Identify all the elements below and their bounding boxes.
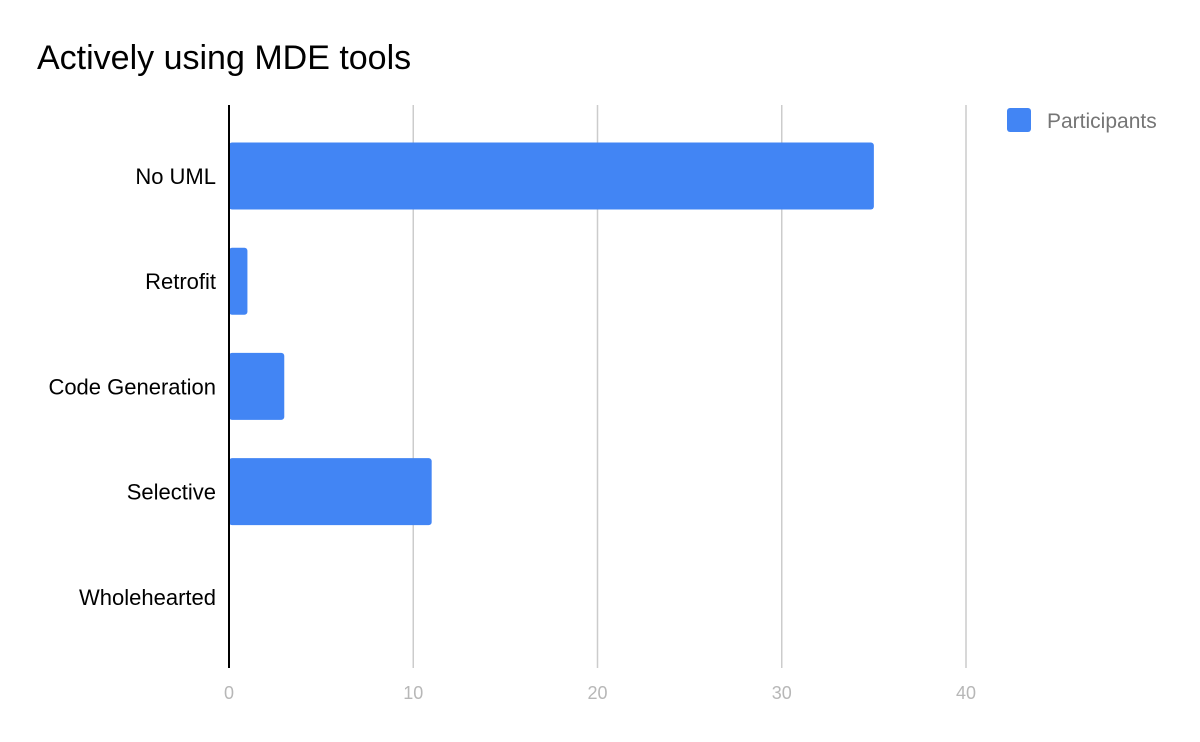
category-labels: No UML Retrofit Code Generation Selective Wh… (48, 164, 216, 610)
bars (229, 142, 874, 526)
x-tick-label: 40 (956, 683, 976, 703)
bar (229, 352, 285, 420)
legend-swatch (1007, 108, 1031, 132)
bar (229, 142, 874, 210)
legend: Participants (1007, 108, 1157, 133)
chart-title: Actively using MDE tools (37, 39, 412, 77)
x-tick-label: 10 (403, 683, 423, 703)
x-tick-label: 20 (587, 683, 607, 703)
tick-labels: 0 10 20 30 40 (224, 683, 976, 703)
category-label: Wholehearted (79, 585, 216, 610)
legend-label: Participants (1047, 110, 1157, 133)
category-label: Code Generation (48, 374, 216, 399)
category-label: No UML (135, 164, 216, 189)
x-tick-label: 0 (224, 683, 234, 703)
bar (229, 458, 432, 526)
category-label: Retrofit (145, 269, 216, 294)
x-tick-label: 30 (772, 683, 792, 703)
bar (229, 247, 248, 315)
category-label: Selective (127, 480, 216, 505)
